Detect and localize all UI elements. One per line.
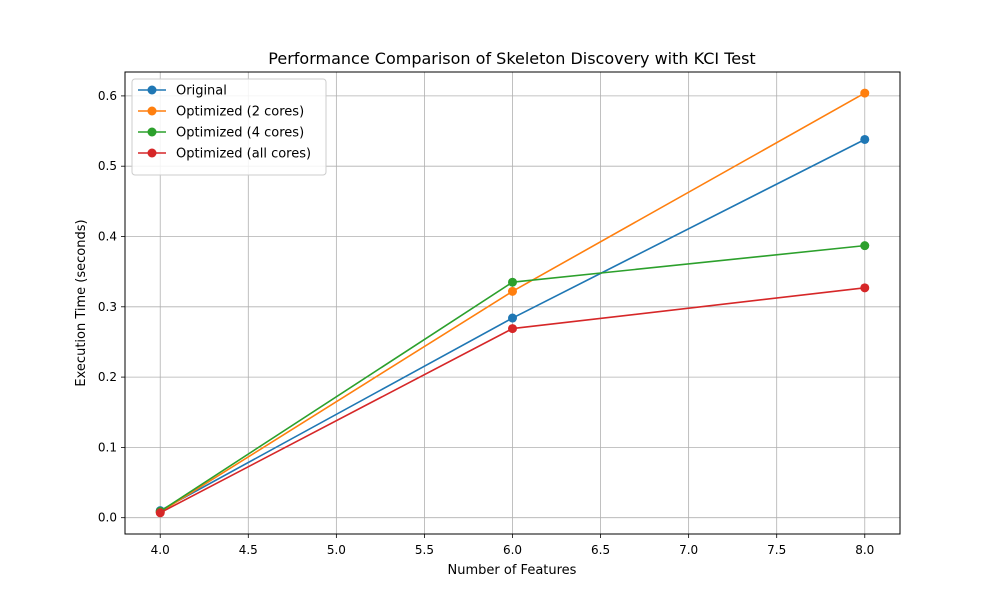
y-tick-label: 0.1 [98,440,117,454]
x-tick-label: 6.0 [503,543,522,557]
legend-marker [147,148,157,158]
grid-lines [125,72,900,534]
x-tick-label: 5.5 [415,543,434,557]
data-point [860,283,870,293]
axis-ticks: 4.0 4.5 5.0 5.5 6.0 6.5 7.0 7.5 8.0 0.0 0.1 0.2 0.3 0… [98,89,874,557]
legend-label: Optimized (2 cores) [176,105,304,120]
data-point [508,324,517,334]
legend-marker [147,127,157,137]
legend: Original Optimized (2 cores) Optimized (4 … [131,78,327,176]
data-point [508,313,517,323]
data-point [860,241,870,251]
x-tick-label: 7.0 [679,543,698,557]
x-tick-label: 5.0 [327,543,346,557]
x-tick-label: 4.5 [239,543,258,557]
x-axis-label: Number of Features [448,563,577,578]
x-tick-label: 7.5 [767,543,786,557]
x-tick-label: 6.5 [591,543,610,557]
legend-marker [147,106,157,116]
y-tick-label: 0.5 [98,159,117,173]
legend-label: Optimized (all cores) [176,147,311,162]
series-group [155,88,870,518]
y-tick-label: 0.4 [98,229,117,243]
y-tick-label: 0.0 [98,511,117,525]
x-tick-label: 4.0 [151,543,170,557]
legend-label: Optimized (4 cores) [176,126,304,141]
data-point [860,134,870,144]
chart-title: Performance Comparison of Skeleton Disco… [268,49,755,68]
x-tick-label: 8.0 [855,543,874,557]
y-axis-label: Execution Time (seconds) [74,219,89,386]
data-point [508,286,517,296]
data-point [508,277,517,287]
legend-box [131,78,327,176]
legend-marker [147,85,157,95]
y-tick-label: 0.3 [98,300,117,314]
data-point [860,88,870,98]
y-tick-label: 0.2 [98,370,117,384]
data-point [155,508,165,518]
y-tick-label: 0.6 [98,89,117,103]
legend-label: Original [176,84,227,99]
